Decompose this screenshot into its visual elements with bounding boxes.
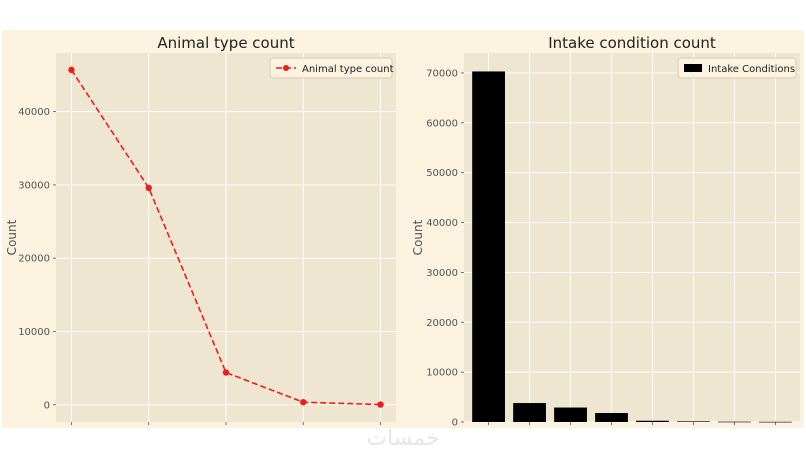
y-tick-label: 10000 (18, 327, 50, 338)
bar (554, 407, 587, 422)
figure: 010000200003000040000DogCatOtherBirdLive… (2, 30, 804, 428)
watermark-text: خمسات (366, 426, 440, 451)
bar (595, 413, 628, 422)
y-tick-label: 60000 (426, 118, 458, 129)
data-point (300, 399, 307, 406)
y-tick-label: 50000 (426, 168, 458, 179)
bar (472, 71, 505, 422)
line-chart: 010000200003000040000DogCatOtherBirdLive… (5, 34, 396, 425)
plot-area (464, 53, 800, 422)
series-line (70, 69, 381, 406)
y-tick-label: 70000 (426, 68, 458, 79)
y-axis-label: Count (411, 219, 425, 255)
bar-chart: 010000200003000040000500006000070000Norm… (411, 34, 800, 428)
legend-box (269, 57, 393, 79)
bar (636, 420, 669, 422)
legend-marker (283, 65, 289, 71)
data-point (377, 401, 384, 408)
bar (513, 403, 546, 422)
data-point (68, 66, 75, 74)
data-point (222, 369, 230, 376)
y-tick-label: 40000 (18, 107, 50, 118)
legend-label: Intake Conditions (708, 64, 795, 75)
bar (718, 421, 751, 423)
y-tick-label: 40000 (426, 218, 458, 229)
y-tick-label: 10000 (426, 368, 458, 379)
y-tick-label: 0 (44, 400, 50, 411)
y-tick-label: 0 (452, 418, 458, 429)
data-point (145, 184, 152, 192)
y-tick-label: 30000 (18, 180, 50, 191)
legend-label: Animal type count (302, 64, 394, 75)
chart-title: Animal type count (157, 34, 294, 52)
legend-bar-swatch (684, 64, 702, 72)
y-axis-label: Count (5, 219, 19, 255)
y-tick-label: 20000 (426, 318, 458, 329)
charts-canvas: 010000200003000040000DogCatOtherBirdLive… (5, 34, 800, 428)
y-tick-label: 30000 (426, 268, 458, 279)
legend-box (677, 57, 797, 79)
y-tick-label: 20000 (18, 254, 50, 265)
bar (759, 421, 792, 423)
bar (677, 421, 710, 423)
chart-title: Intake condition count (548, 34, 716, 52)
